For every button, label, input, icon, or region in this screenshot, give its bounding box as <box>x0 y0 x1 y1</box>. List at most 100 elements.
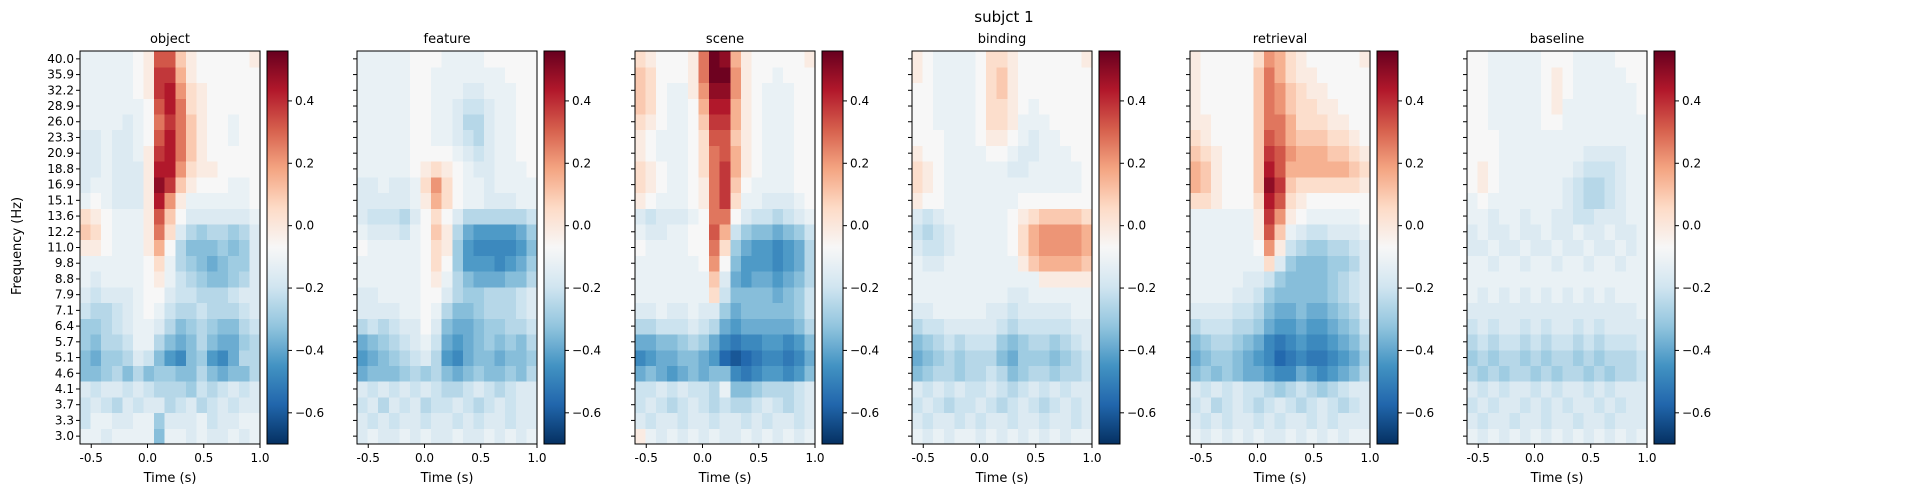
heatmap-cell <box>1572 428 1585 445</box>
heatmap-cell <box>1200 381 1212 398</box>
heatmap-cell <box>1338 396 1350 414</box>
heatmap-cell <box>635 396 647 414</box>
heatmap-cell <box>367 271 379 288</box>
x-tick-label: 1.0 <box>1082 451 1101 465</box>
heatmap-cell <box>1274 255 1286 272</box>
heatmap-cell <box>196 176 208 194</box>
heatmap-cell <box>1200 145 1212 162</box>
heatmap-cell <box>1200 192 1212 209</box>
heatmap-cell <box>954 255 966 272</box>
x-axis-label: Time (s) <box>1253 471 1307 486</box>
heatmap-cell <box>1636 176 1648 194</box>
heatmap-cell <box>1253 365 1265 382</box>
heatmap-cell <box>1242 286 1255 304</box>
heatmap-cell <box>964 428 977 445</box>
heatmap-cell <box>111 381 123 398</box>
heatmap-cell <box>1253 271 1265 288</box>
heatmap-cell <box>1348 145 1361 162</box>
heatmap-cell <box>1274 98 1286 115</box>
heatmap-cell <box>635 145 647 162</box>
heatmap-cell <box>1285 286 1297 304</box>
heatmap-cell <box>1594 145 1606 162</box>
heatmap-cell <box>954 365 966 382</box>
heatmap-cell <box>462 365 475 382</box>
heatmap-cell <box>964 255 977 272</box>
heatmap-cell <box>1007 318 1019 335</box>
heatmap-cell <box>505 365 517 382</box>
heatmap-cell <box>677 318 689 335</box>
heatmap-cell <box>175 98 187 115</box>
heatmap-cell <box>709 349 721 366</box>
heatmap-cell <box>922 255 934 272</box>
heatmap-cell <box>217 412 229 429</box>
heatmap-cell <box>996 333 1008 351</box>
heatmap-cell <box>111 113 123 131</box>
heatmap-cell <box>740 286 753 304</box>
heatmap-cell <box>505 223 517 241</box>
heatmap-cell <box>656 318 668 335</box>
heatmap-cell <box>228 176 240 194</box>
heatmap-cell <box>1039 208 1051 225</box>
heatmap-cell <box>1562 365 1574 382</box>
heatmap-cell <box>80 176 92 194</box>
heatmap-cell <box>1049 66 1061 84</box>
heatmap-cell <box>1242 82 1255 99</box>
heatmap-cell <box>1060 208 1072 225</box>
heatmap-cell <box>473 365 485 382</box>
heatmap-cell <box>933 239 945 256</box>
heatmap-cell <box>452 208 464 225</box>
heatmap-cell <box>1200 286 1212 304</box>
heatmap-cell <box>1211 349 1223 366</box>
heatmap-cell <box>378 396 390 414</box>
heatmap-cell <box>526 51 538 68</box>
heatmap-cell <box>964 113 977 131</box>
heatmap-cell <box>1594 98 1606 115</box>
heatmap-cell <box>1221 82 1233 99</box>
heatmap-cell <box>431 66 443 84</box>
heatmap-cell <box>249 66 261 84</box>
colorbar-tick-label: 0.0 <box>572 219 591 233</box>
heatmap-cell <box>484 239 496 256</box>
heatmap-cell <box>196 66 208 84</box>
heatmap-cell <box>505 145 517 162</box>
heatmap-cell <box>238 396 251 414</box>
heatmap-cell <box>378 239 390 256</box>
heatmap-cell <box>1028 381 1040 398</box>
heatmap-cell <box>80 98 92 115</box>
heatmap-cell <box>1530 239 1542 256</box>
heatmap-cell <box>1049 302 1061 319</box>
heatmap-cell <box>1509 396 1521 414</box>
heatmap-cell <box>1232 333 1244 351</box>
heatmap-cell <box>357 349 369 366</box>
heatmap-cell <box>1636 82 1648 99</box>
heatmap-cell <box>207 381 219 398</box>
heatmap-cell <box>1070 255 1083 272</box>
heatmap-cell <box>1221 192 1233 209</box>
heatmap-cell <box>473 286 485 304</box>
heatmap-cell <box>1295 51 1308 68</box>
heatmap-cells <box>1467 51 1648 445</box>
heatmap-cell <box>975 82 987 99</box>
x-tick-label: 1.0 <box>250 451 269 465</box>
heatmap-cell <box>1007 113 1019 131</box>
heatmap-cell <box>1285 302 1297 319</box>
heatmap-cell <box>484 286 496 304</box>
heatmap-cell <box>462 176 475 194</box>
heatmap-cell <box>249 51 261 68</box>
heatmap-cell <box>772 365 784 382</box>
heatmap-cell <box>207 318 219 335</box>
heatmap-cell <box>1007 333 1019 351</box>
heatmap-cell <box>1625 333 1638 351</box>
heatmap-cell <box>1594 381 1606 398</box>
heatmap-cell <box>709 412 721 429</box>
heatmap-cell <box>1477 98 1489 115</box>
heatmap-cell <box>1594 286 1606 304</box>
heatmap-cell <box>772 302 784 319</box>
heatmap-cell <box>793 113 806 131</box>
heatmap-cell <box>1572 51 1585 68</box>
heatmap-cell <box>751 271 763 288</box>
heatmap-cell <box>515 318 528 335</box>
heatmap-cell <box>1253 66 1265 84</box>
heatmap-cell <box>1274 428 1286 445</box>
heatmap-cell <box>101 145 113 162</box>
